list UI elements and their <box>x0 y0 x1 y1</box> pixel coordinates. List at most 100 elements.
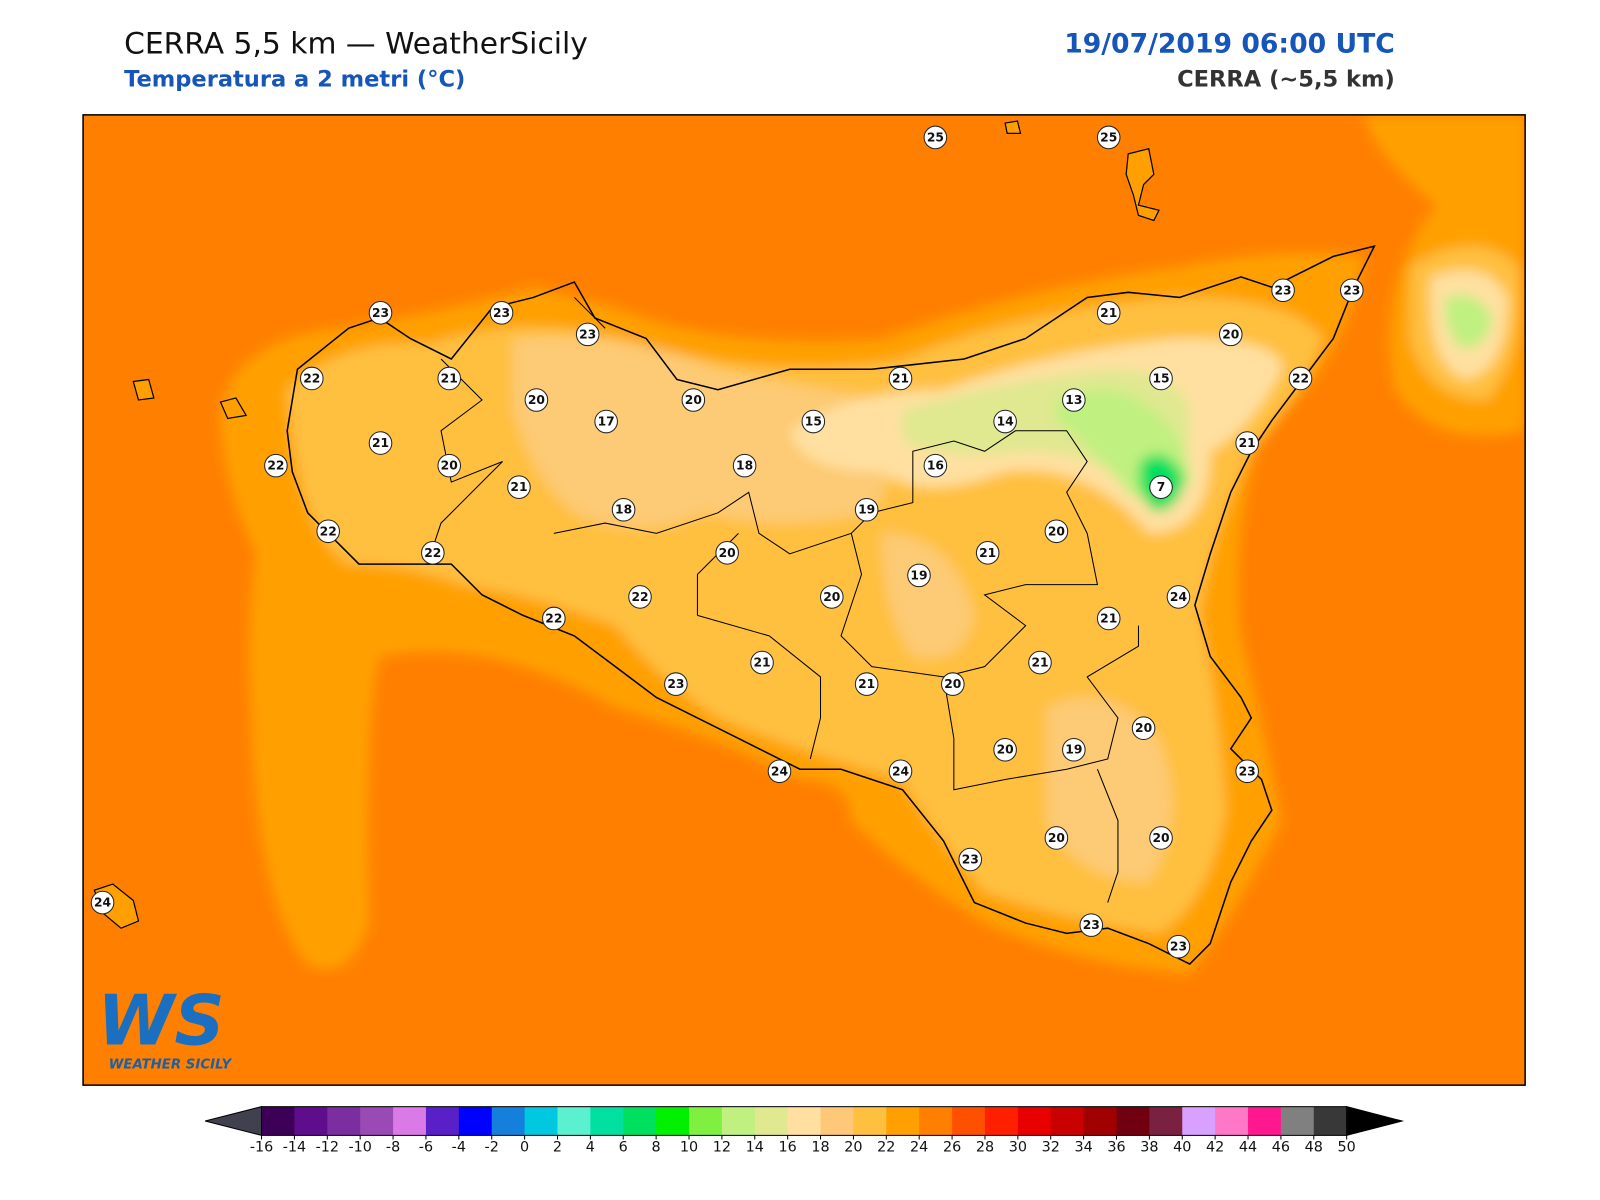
station: 20 <box>524 388 549 412</box>
station: 23 <box>368 301 393 325</box>
colorbar-swatch <box>1050 1106 1085 1136</box>
station-value: 24 <box>892 764 909 778</box>
logo-mark: WS <box>97 981 224 1062</box>
station: 17 <box>594 409 618 434</box>
station-marker <box>1096 301 1121 325</box>
station-value: 20 <box>1152 831 1169 845</box>
station-marker <box>1166 934 1191 959</box>
station: 23 <box>1079 913 1104 937</box>
colorbar-tick-label: 2 <box>553 1140 562 1156</box>
station-value: 20 <box>719 546 736 560</box>
station: 15 <box>1149 366 1173 391</box>
station: 25 <box>1096 125 1121 150</box>
colorbar-tick-label: 20 <box>844 1140 862 1156</box>
station: 22 <box>1288 366 1313 391</box>
station-value: 23 <box>493 306 510 320</box>
colorbar-swatch <box>1248 1106 1282 1136</box>
colorbar-tick-label: 4 <box>586 1140 595 1156</box>
colorbar-swatch <box>360 1106 394 1136</box>
station-value: 23 <box>1275 283 1292 297</box>
colorbar-swatch <box>425 1106 460 1136</box>
station: 21 <box>1096 606 1121 631</box>
station-value: 20 <box>997 743 1014 757</box>
station-marker <box>1166 585 1191 609</box>
station-marker <box>628 585 652 609</box>
colorbar-swatch <box>491 1106 526 1136</box>
colorbar-frame <box>261 1106 1348 1136</box>
station-marker <box>1044 826 1069 850</box>
station-marker <box>316 519 340 544</box>
station-value: 21 <box>979 546 996 560</box>
colorbar-swatch <box>1313 1106 1348 1136</box>
colorbar-swatch <box>656 1106 690 1136</box>
station-marker <box>1218 322 1243 347</box>
colorbar-swatch <box>557 1106 591 1136</box>
station-value: 21 <box>372 436 389 450</box>
station: 16 <box>923 453 948 478</box>
datetime: 19/07/2019 06:00 UTC <box>1064 29 1395 60</box>
station-marker <box>594 409 618 434</box>
colorbar-swatch <box>524 1106 558 1136</box>
station: 20 <box>1044 519 1069 544</box>
station: 23 <box>489 301 514 325</box>
station-value: 19 <box>858 503 875 517</box>
station: 19 <box>907 563 931 588</box>
station-value: 23 <box>962 852 979 866</box>
station-marker <box>611 497 636 522</box>
station: 22 <box>628 585 652 609</box>
station-value: 15 <box>1152 371 1169 385</box>
station-marker <box>507 475 531 499</box>
colorbar-under <box>205 1106 263 1137</box>
station-value: 25 <box>1100 130 1117 144</box>
station: 24 <box>888 759 913 784</box>
station-marker <box>1062 737 1086 762</box>
station-value: 20 <box>1135 721 1152 735</box>
station: 21 <box>888 366 913 391</box>
station-value: 22 <box>631 590 648 604</box>
colorbar-tick-label: 6 <box>619 1140 628 1156</box>
station-value: 20 <box>944 677 961 691</box>
colorbar-tick-label: 26 <box>943 1140 961 1156</box>
station-value: 19 <box>1065 743 1082 757</box>
station: 22 <box>300 366 324 391</box>
station: 21 <box>975 541 1000 565</box>
station: 20 <box>1131 716 1156 740</box>
colorbar-tick-label: 42 <box>1206 1140 1224 1156</box>
colorbar-tick-label: 16 <box>779 1140 797 1156</box>
station-marker <box>437 366 462 391</box>
colorbar-over <box>1346 1106 1405 1137</box>
station: 21 <box>507 475 531 499</box>
colorbar-swatch <box>261 1106 295 1136</box>
station: 22 <box>264 453 288 478</box>
station-value: 20 <box>823 590 840 604</box>
station-value: 23 <box>579 327 596 341</box>
station-value: 20 <box>1048 524 1065 538</box>
station-value: 23 <box>1343 283 1360 297</box>
station-marker <box>941 672 965 696</box>
station-marker <box>715 541 739 565</box>
colorbar-tick-label: -16 <box>250 1140 273 1156</box>
station-marker <box>90 890 115 915</box>
station: 13 <box>1062 388 1086 412</box>
station: 20 <box>993 737 1017 762</box>
station-marker <box>1235 759 1259 784</box>
station-value: 20 <box>685 393 702 407</box>
colorbar-swatch <box>327 1106 361 1136</box>
colorbar-tick-label: -14 <box>283 1140 306 1156</box>
colorbar-swatch <box>853 1106 887 1136</box>
station: 21 <box>1096 301 1121 325</box>
colorbar-tick-label: 18 <box>811 1140 829 1156</box>
colorbar-swatch <box>294 1106 328 1136</box>
station-marker <box>907 563 931 588</box>
station-value: 22 <box>545 611 562 625</box>
logo-text: WEATHER SICILY <box>109 1058 233 1073</box>
station-marker <box>888 366 913 391</box>
station-marker <box>1149 475 1173 499</box>
station-marker <box>1149 826 1173 850</box>
station: 23 <box>1235 759 1259 784</box>
colorbar-swatch <box>952 1106 986 1136</box>
station: 21 <box>750 650 774 675</box>
colorbar-swatch <box>393 1106 427 1136</box>
station-value: 25 <box>927 130 944 144</box>
station-marker <box>1062 388 1086 412</box>
